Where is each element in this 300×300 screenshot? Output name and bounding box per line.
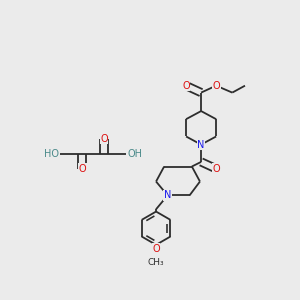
Text: O: O [212,164,220,174]
Text: O: O [182,81,190,91]
Text: HO: HO [44,149,59,159]
Text: N: N [197,140,205,150]
Text: OH: OH [127,149,142,159]
Text: O: O [78,164,86,174]
Text: O: O [212,81,220,91]
Text: O: O [152,244,160,254]
Text: N: N [164,190,171,200]
Text: O: O [100,134,108,144]
Text: CH₃: CH₃ [148,258,164,267]
